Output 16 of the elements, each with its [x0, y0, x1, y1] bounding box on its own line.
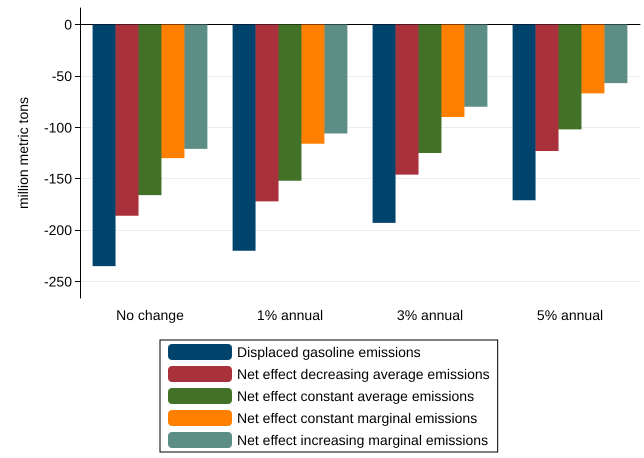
legend-label: Net effect increasing marginal emissions: [237, 432, 488, 448]
y-tick-label: -250: [44, 274, 72, 290]
legend-label: Net effect constant marginal emissions: [237, 410, 478, 426]
x-tick-label: 5% annual: [536, 307, 604, 323]
x-tick-label: 1% annual: [256, 307, 324, 323]
y-axis-title: million metric tons: [15, 96, 31, 210]
y-tick-label: 0: [64, 16, 72, 32]
y-tick-label: -200: [44, 222, 72, 238]
legend-label: Displaced gasoline emissions: [237, 344, 421, 360]
y-tick-label: -150: [44, 170, 72, 187]
x-tick-label: No change: [116, 307, 184, 323]
legend-label: Net effect decreasing average emissions: [237, 366, 490, 382]
y-tick-label: -100: [44, 119, 72, 136]
legend-label: Net effect constant average emissions: [237, 388, 474, 404]
x-tick-label: 3% annual: [396, 307, 464, 323]
y-tick-label: -50: [52, 68, 72, 84]
